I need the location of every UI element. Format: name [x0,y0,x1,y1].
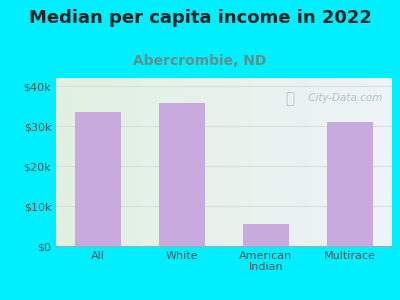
Text: ⦿: ⦿ [285,91,294,106]
Text: City-Data.com: City-Data.com [305,93,382,103]
Text: Median per capita income in 2022: Median per capita income in 2022 [28,9,372,27]
Bar [159,103,205,246]
Text: Abercrombie, ND: Abercrombie, ND [133,54,267,68]
Bar [243,224,289,246]
Bar [75,112,121,246]
Bar [327,122,373,246]
